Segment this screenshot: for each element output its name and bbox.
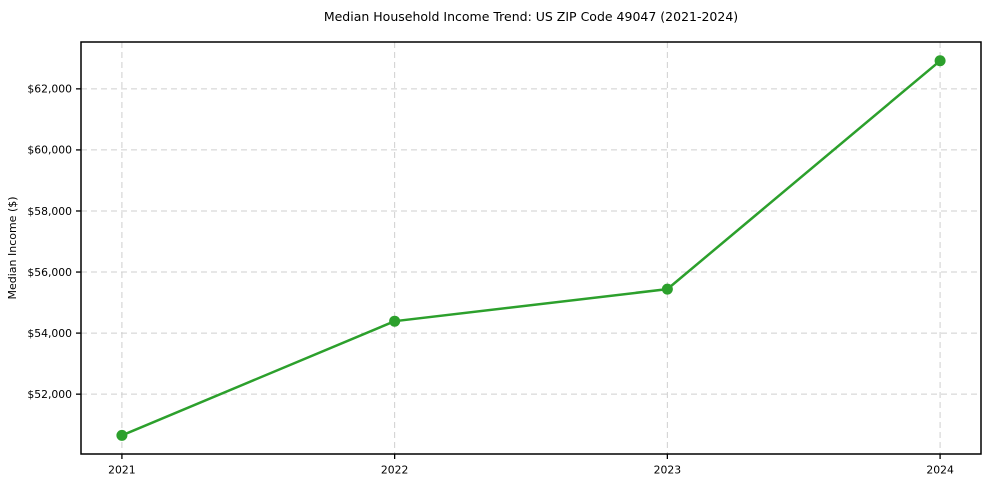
x-tick-label: 2023	[654, 464, 681, 477]
income-trend-line	[120, 59, 942, 437]
chart-title: Median Household Income Trend: US ZIP Co…	[324, 9, 738, 24]
x-tick-label: 2021	[108, 464, 135, 477]
y-tick-label: $56,000	[27, 266, 72, 279]
data-point-2021	[116, 429, 128, 441]
plot-frame-layer	[80, 41, 982, 455]
x-tick-label: 2022	[381, 464, 408, 477]
data-point-2023	[661, 283, 673, 295]
y-tick-label: $52,000	[27, 388, 72, 401]
plot-border	[80, 41, 982, 455]
gridlines-layer	[81, 42, 981, 454]
data-series-layer	[116, 55, 946, 441]
y-tick-label: $60,000	[27, 144, 72, 157]
x-tick-label: 2024	[926, 464, 954, 477]
y-tick-label: $62,000	[27, 83, 72, 96]
data-point-2022	[389, 315, 401, 327]
y-tick-label: $58,000	[27, 205, 72, 218]
axis-ticks-layer: $52,000 $54,000 $56,000 $58,000 $60,000 $62,0…	[27, 83, 954, 477]
y-axis-label: Median Income ($)	[6, 196, 19, 299]
data-point-2024	[934, 55, 946, 67]
y-tick-label: $54,000	[27, 327, 72, 340]
